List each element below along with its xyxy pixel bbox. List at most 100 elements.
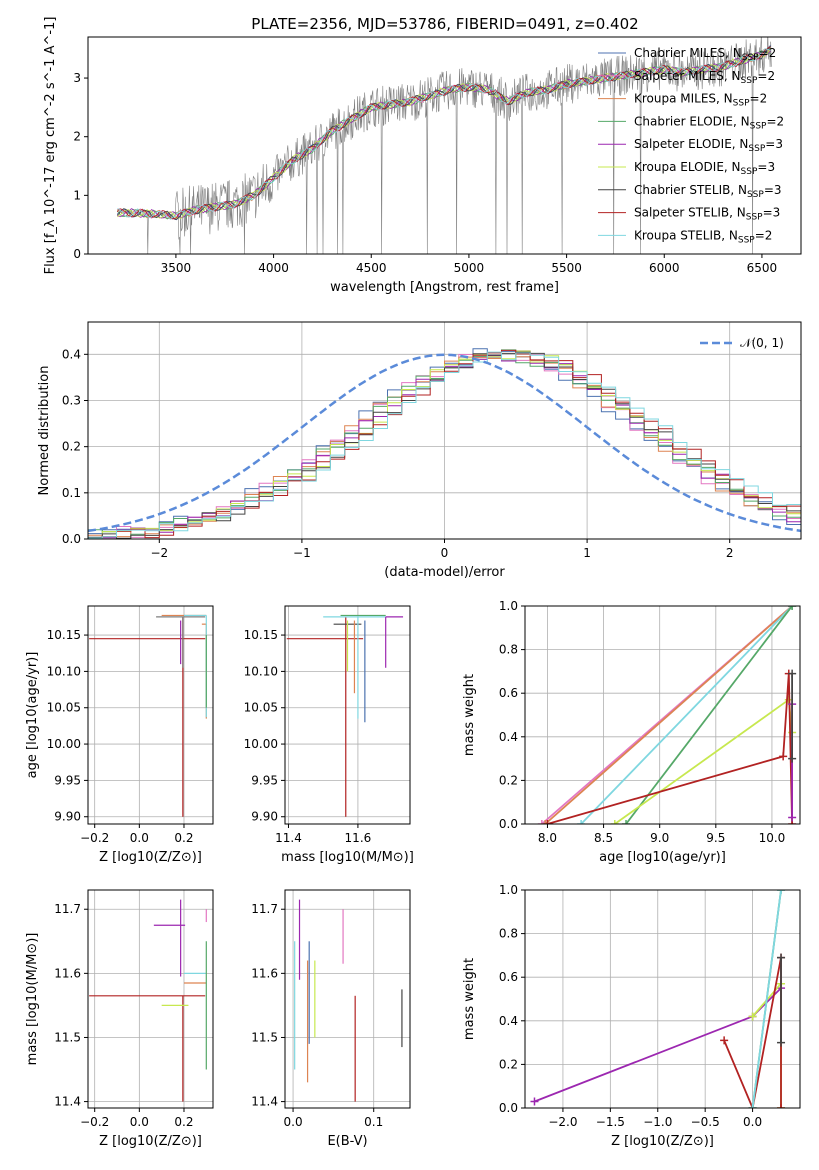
x-tick-label: 0.0 — [130, 831, 149, 845]
legend-count: =2 — [750, 92, 768, 106]
y-tick-label: 1 — [73, 188, 81, 202]
panel-spectrum: 3500 4000 4500 5000 5500 6000 6500 0 1 2 3 waveleng… — [43, 17, 802, 295]
weight-marker — [788, 813, 797, 822]
weight-marker — [720, 1036, 729, 1045]
y-axis-label: mass weight — [462, 674, 477, 756]
x-tick-label: 3500 — [161, 261, 192, 275]
y-tick-label: 3 — [73, 71, 81, 85]
normal-reference-curve — [88, 353, 801, 533]
plot-area — [89, 614, 207, 817]
x-tick-label: −1.0 — [643, 1115, 672, 1129]
legend-count: =2 — [757, 69, 775, 83]
y-tick-label: 10.05 — [244, 701, 278, 715]
panel-residuals: −2 −1 0 1 2 0.0 0.1 0.2 0.3 0.4 (data-model)/error… — [37, 321, 802, 580]
y-tick-label: 10.10 — [47, 664, 81, 678]
x-tick-label: 8.5 — [594, 831, 613, 845]
panel-Z-mass: −0.2 0.0 0.2 11.4 11.5 11.6 11.7 Z [log10(Z/Z⊙)… — [25, 889, 214, 1149]
x-tick-label: 4500 — [356, 261, 387, 275]
weight-marker — [777, 1038, 786, 1047]
figure-title: PLATE=2356, MJD=53786, FIBERID=0491, z=0… — [251, 15, 638, 33]
legend-count: =2 — [759, 46, 777, 60]
legend-label: Kroupa STELIB, NSSP=2 — [634, 228, 772, 245]
y-tick-label: 0.8 — [499, 643, 518, 657]
x-tick-label: 11.6 — [345, 831, 372, 845]
y-tick-label: 10.00 — [244, 737, 278, 751]
legend-subscript: SSP — [746, 213, 763, 223]
y-tick-label: 10.15 — [47, 628, 81, 642]
model-spectrum — [117, 50, 771, 219]
y-tick-label: 0.6 — [499, 686, 518, 700]
x-tick-label: −0.5 — [691, 1115, 720, 1129]
x-tick-label: −2 — [150, 546, 168, 560]
legend-subscript: SSP — [741, 76, 758, 86]
x-axis-label: Z [log10(Z/Z⊙)] — [99, 850, 202, 865]
legend-count: =3 — [763, 206, 781, 220]
x-axis-label: E(B-V) — [327, 1134, 367, 1149]
y-tick-label: 1.0 — [499, 599, 518, 613]
panel-Z-age: −0.2 0.0 0.2 9.90 9.95 10.00 10.05 10.10 10.15 Z … — [25, 605, 214, 865]
model-spectrum — [117, 47, 771, 219]
x-tick-label: 8.0 — [538, 831, 557, 845]
y-tick-label: 11.6 — [251, 966, 278, 980]
legend-label: Kroupa ELODIE, NSSP=3 — [634, 160, 775, 177]
y-tick-label: 0.0 — [499, 1101, 518, 1115]
y-tick-label: 0.4 — [499, 730, 518, 744]
residual-histogram — [88, 351, 801, 539]
legend-subscript: SSP — [733, 99, 750, 109]
x-tick-label: 5000 — [454, 261, 485, 275]
x-tick-label: 6500 — [747, 261, 778, 275]
y-tick-label: 10.10 — [244, 664, 278, 678]
weight-marker — [577, 820, 586, 824]
y-tick-label: 10.00 — [47, 737, 81, 751]
x-tick-label: 0.0 — [284, 1115, 303, 1129]
weight-marker — [622, 820, 631, 824]
weight-line — [625, 606, 793, 824]
weight-line — [751, 890, 782, 1108]
legend-subscript: SSP — [748, 144, 765, 154]
weight-line — [547, 673, 793, 824]
y-tick-label: 0.2 — [62, 440, 81, 454]
y-tick-label: 9.95 — [54, 773, 81, 787]
y-tick-label: 10.15 — [244, 628, 278, 642]
y-tick-label: 0.8 — [499, 927, 518, 941]
x-axis-label: (data-model)/error — [384, 565, 505, 580]
legend-subscript: SSP — [738, 235, 755, 245]
x-tick-label: 10.0 — [759, 831, 786, 845]
weight-marker — [748, 1012, 757, 1021]
y-tick-label: 9.95 — [251, 773, 278, 787]
y-tick-label: 0.1 — [62, 486, 81, 500]
plot-area — [294, 899, 403, 1102]
x-tick-label: −0.2 — [80, 1115, 109, 1129]
plot-area — [89, 899, 207, 1102]
axes-frame — [284, 889, 411, 1109]
weight-marker — [788, 669, 797, 678]
x-axis-label: mass [log10(M/M⊙)] — [281, 850, 414, 865]
y-tick-label: 11.5 — [54, 1030, 81, 1044]
x-tick-label: 0 — [441, 546, 449, 560]
axes-frame — [87, 889, 214, 1109]
weight-line — [580, 606, 793, 824]
weight-marker — [543, 820, 552, 824]
legend-label: Salpeter STELIB, NSSP=3 — [634, 206, 780, 223]
weight-marker — [610, 820, 619, 824]
x-tick-label: 0.2 — [174, 831, 193, 845]
plot-area — [530, 890, 786, 1108]
x-tick-label: 6000 — [649, 261, 680, 275]
plot-area — [286, 614, 404, 817]
x-tick-label: 11.4 — [275, 831, 302, 845]
x-axis-label: age [log10(age/yr)] — [599, 850, 726, 865]
weight-marker — [748, 1104, 757, 1108]
x-tick-label: 4000 — [258, 261, 289, 275]
weight-marker — [537, 820, 546, 824]
y-tick-label: 11.7 — [251, 902, 278, 916]
y-tick-label: 11.7 — [54, 902, 81, 916]
y-tick-label: 0 — [73, 247, 81, 261]
weight-line — [544, 606, 793, 824]
y-tick-label: 11.4 — [54, 1095, 81, 1109]
legend-label: Chabrier ELODIE, NSSP=2 — [634, 114, 784, 131]
y-axis-label: Normed distribution — [37, 366, 52, 496]
legend-subscript: SSP — [750, 121, 767, 131]
legend-count: =2 — [766, 114, 784, 128]
y-tick-label: 0.0 — [499, 817, 518, 831]
